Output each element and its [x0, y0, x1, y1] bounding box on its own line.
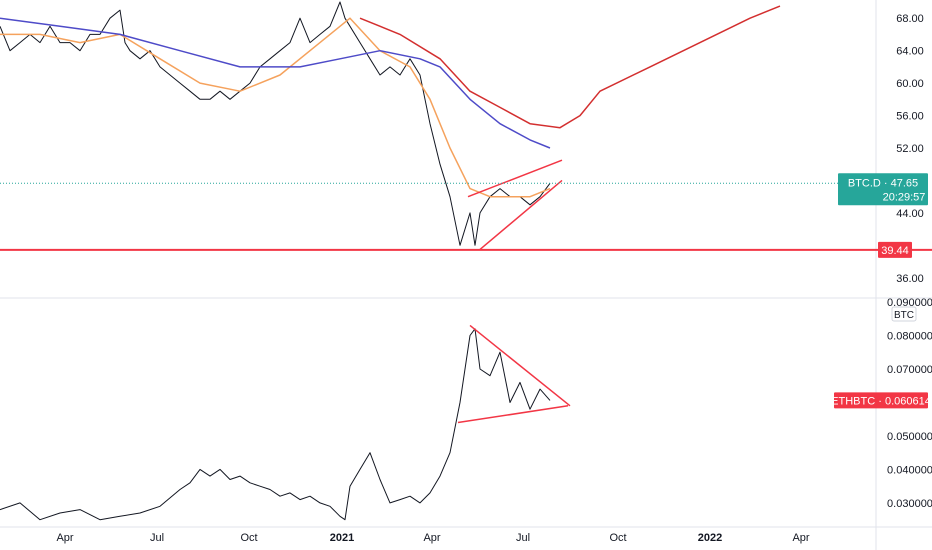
top-trendlines[interactable] — [467, 159, 563, 250]
top-trendline-0[interactable] — [467, 159, 563, 198]
bottom-tick-2: 0.050000 — [887, 431, 932, 443]
x-tick-8: Apr — [792, 532, 809, 544]
bottom-series-group — [0, 328, 551, 521]
top-tick-6: 36.00 — [896, 273, 924, 285]
bottom-tick-4: 0.030000 — [887, 498, 932, 510]
bottom-tick-top: 0.090000 — [887, 297, 932, 309]
ethbtc-badge — [834, 392, 928, 409]
x-tick-1: Jul — [150, 532, 164, 544]
x-tick-7: 2022 — [698, 532, 722, 544]
x-tick-6: Oct — [609, 532, 626, 544]
top-tick-4: 52.00 — [896, 143, 924, 155]
top-series-price — [0, 1, 551, 246]
bottom-trendline-1[interactable] — [457, 405, 569, 424]
bottom-tick-1: 0.070000 — [887, 364, 932, 376]
top-series-ma_mid — [0, 17, 551, 149]
bottom-tick-3: 0.040000 — [887, 464, 932, 476]
top-tick-3: 56.00 — [896, 111, 924, 123]
top-price-axis[interactable]: 68.00 64.00 60.00 56.00 52.00 44.00 36.00 — [896, 13, 924, 285]
top-tick-2: 60.00 — [896, 78, 924, 90]
scale-label-box[interactable] — [891, 306, 917, 322]
x-tick-0: Apr — [56, 532, 73, 544]
x-tick-2: Oct — [240, 532, 257, 544]
top-series-group — [0, 1, 781, 246]
bottom-tick-0: 0.080000 — [887, 330, 932, 342]
btc-dominance-pane[interactable]: 68.00 64.00 60.00 56.00 52.00 44.00 36.00 BTC.… — [0, 1, 932, 285]
x-tick-3: 2021 — [330, 532, 354, 544]
bottom-price-axis[interactable]: 0.080000 0.070000 0.050000 0.040000 0.030000… — [887, 297, 932, 510]
top-price-badges: BTC.D · 47.65 20:29:57 39.44 — [838, 173, 928, 258]
btc-d-countdown: 20:29:57 — [883, 191, 926, 203]
bottom-series-price — [0, 328, 551, 521]
ethbtc-pane[interactable]: 0.080000 0.070000 0.050000 0.040000 0.030000… — [0, 297, 932, 521]
time-axis[interactable]: Apr Jul Oct 2021 Apr Jul Oct 2022 Apr — [56, 532, 809, 544]
x-tick-5: Jul — [516, 532, 530, 544]
btc-d-badge-label: BTC.D · 47.65 — [848, 177, 918, 189]
top-series-ma_fast — [0, 17, 551, 198]
ethbtc-badge-label: ETHBTC · 0.060614 — [831, 395, 931, 407]
scale-label: BTC — [894, 310, 914, 321]
top-series-ma_slow — [359, 5, 781, 129]
top-trendline-1[interactable] — [479, 179, 563, 250]
level-badge — [878, 241, 912, 258]
top-tick-5: 44.00 — [896, 208, 924, 220]
bottom-trendline-0[interactable] — [469, 324, 571, 407]
top-tick-1: 64.00 — [896, 46, 924, 58]
level-badge-label: 39.44 — [881, 245, 909, 257]
bottom-trendlines[interactable] — [457, 324, 571, 424]
btc-d-badge — [838, 173, 928, 206]
x-tick-4: Apr — [423, 532, 440, 544]
top-tick-0: 68.00 — [896, 13, 924, 25]
